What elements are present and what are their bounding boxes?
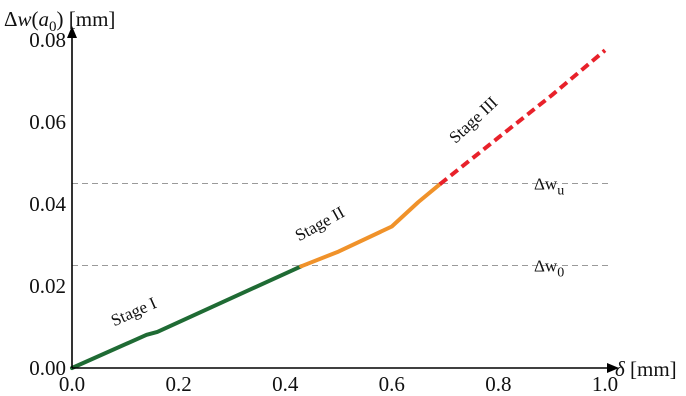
y-tick-label: 0.06 (29, 110, 66, 134)
x-axis-label: δ [mm] (615, 357, 677, 381)
x-tick-label: 0.0 (59, 372, 85, 396)
reference-label-1: Δwu (534, 175, 564, 199)
stage-label-2: Stage II (292, 202, 348, 245)
x-tick-label: 1.0 (592, 372, 618, 396)
x-axis-arrow (607, 363, 619, 373)
x-tick-label: 0.8 (485, 372, 511, 396)
y-axis-label: Δw(a0) [mm] (4, 7, 115, 35)
x-tick-label: 0.2 (165, 372, 191, 396)
x-tick-label: 0.4 (272, 372, 299, 396)
x-tick-label: 0.6 (379, 372, 405, 396)
y-tick-label: 0.08 (29, 28, 66, 52)
y-tick-label: 0.04 (29, 192, 66, 216)
tick-labels: 0.0 0.2 0.4 0.6 0.8 1.0 0.00 0.02 0.04 0.06 0.08 (29, 28, 618, 396)
reference-label-0: Δw0 (534, 257, 564, 281)
series-line-1 (70, 264, 304, 370)
stage-label-1: Stage I (108, 293, 160, 330)
y-tick-label: 0.02 (29, 274, 66, 298)
stage-label-3: Stage III (445, 93, 501, 147)
y-tick-label: 0.00 (29, 356, 66, 380)
series-line-2 (299, 182, 442, 269)
reference-lines: Δw0 Δwu (72, 175, 609, 281)
stage-annotations: Stage I Stage II Stage III (108, 93, 502, 330)
y-axis-arrow (67, 26, 77, 38)
series-layer (70, 48, 607, 370)
